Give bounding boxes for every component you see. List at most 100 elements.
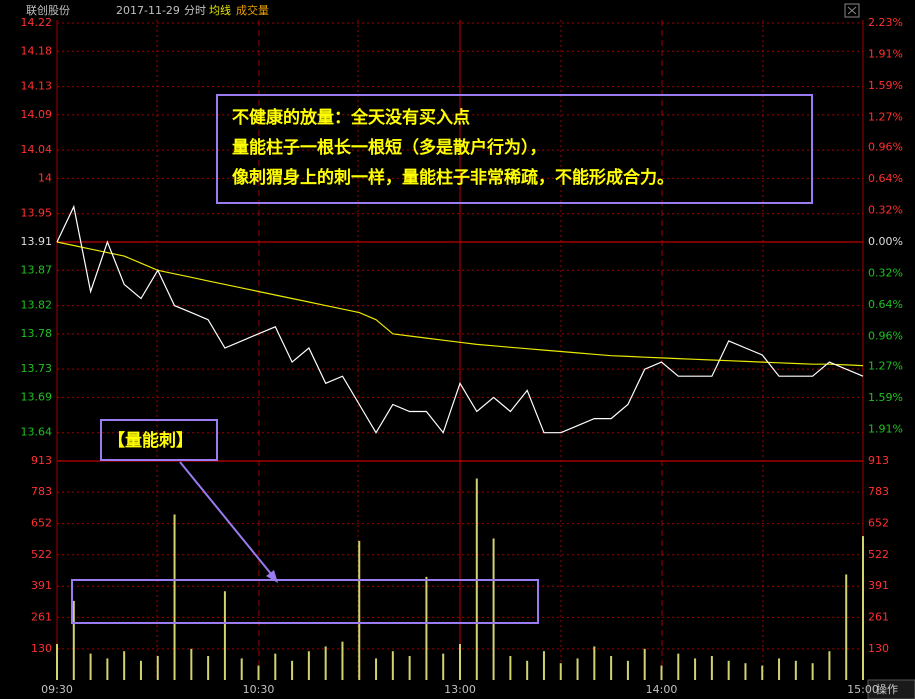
volume-bar bbox=[626, 660, 629, 680]
volume-bar bbox=[744, 663, 747, 680]
y-tick-label: 13.64 bbox=[21, 426, 53, 439]
volume-bar bbox=[593, 646, 596, 680]
y-tick-label: 14 bbox=[38, 171, 52, 184]
highlight-box bbox=[71, 579, 539, 624]
x-tick-label: 15:00 bbox=[847, 683, 879, 696]
volume-bar bbox=[106, 658, 109, 680]
volume-bar bbox=[828, 651, 831, 680]
label-box bbox=[100, 419, 218, 461]
y2-tick-label: 0.32% bbox=[868, 204, 903, 217]
volume-bar bbox=[156, 656, 159, 680]
volume-bar bbox=[811, 663, 814, 680]
action-button[interactable] bbox=[867, 679, 915, 699]
volume-bar bbox=[274, 653, 277, 680]
y2-tick-label: 1.59% bbox=[868, 391, 903, 404]
y-tick-label: 14.18 bbox=[21, 44, 53, 57]
volume-bar bbox=[307, 651, 310, 680]
volume-bar bbox=[643, 648, 646, 680]
volume-bar bbox=[341, 641, 344, 680]
vol-tick-label-right: 261 bbox=[868, 610, 889, 623]
vol-tick-label-right: 783 bbox=[868, 485, 889, 498]
y-tick-label: 13.95 bbox=[21, 207, 53, 220]
y2-tick-label: 1.27% bbox=[868, 360, 903, 373]
vol-tick-label-right: 130 bbox=[868, 642, 889, 655]
y-tick-label: 14.13 bbox=[21, 80, 53, 93]
vol-tick-label-right: 522 bbox=[868, 548, 889, 561]
price-line bbox=[56, 241, 864, 367]
y2-tick-label: 0.64% bbox=[868, 172, 903, 185]
legend-volume: 成交量 bbox=[236, 3, 269, 17]
y-tick-label: 13.87 bbox=[21, 263, 53, 276]
vol-tick-label-right: 652 bbox=[868, 517, 889, 530]
volume-bar bbox=[207, 656, 210, 680]
volume-bar bbox=[324, 646, 327, 680]
volume-bar bbox=[845, 574, 848, 680]
volume-bar bbox=[223, 591, 226, 680]
y-tick-label: 13.73 bbox=[21, 362, 53, 375]
vertical-grid bbox=[56, 20, 864, 680]
volume-bar bbox=[727, 660, 730, 680]
volume-bar bbox=[89, 653, 92, 680]
plot bbox=[56, 204, 864, 680]
close-button[interactable] bbox=[844, 3, 860, 18]
vol-tick-label: 391 bbox=[31, 579, 52, 592]
volume-bar bbox=[72, 600, 75, 680]
annotation: 像刺猬身上的刺一样，量能柱子非常稀疏，不能形成合力。 bbox=[232, 167, 674, 188]
x-tick-label: 09:30 bbox=[41, 683, 73, 696]
volume-bar bbox=[257, 665, 260, 680]
y2-tick-label: 1.91% bbox=[868, 47, 903, 60]
volume-bar bbox=[509, 656, 512, 680]
vol-tick-label: 522 bbox=[31, 548, 52, 561]
x-tick-label: 14:00 bbox=[646, 683, 678, 696]
volume-bar bbox=[610, 656, 613, 680]
annotation: 不健康的放量：全天没有买入点 bbox=[232, 107, 470, 128]
close-icon bbox=[847, 6, 857, 15]
y2-tick-label: 0.96% bbox=[868, 329, 903, 342]
volume-bar bbox=[139, 660, 142, 680]
volume-bar bbox=[576, 658, 579, 680]
volume-bar bbox=[408, 656, 411, 680]
volume-bar bbox=[56, 644, 58, 680]
volume-bar bbox=[862, 536, 864, 680]
volume-bar bbox=[442, 653, 445, 680]
volume-bar bbox=[694, 658, 697, 680]
price-line bbox=[56, 204, 864, 434]
legend-price: 分时 bbox=[184, 4, 206, 17]
x-tick-label: 10:30 bbox=[243, 683, 275, 696]
volume-bar bbox=[710, 656, 713, 680]
volume-bar bbox=[794, 660, 797, 680]
date: 2017-11-29 bbox=[116, 4, 180, 17]
vol-tick-label: 261 bbox=[31, 610, 52, 623]
stock-name: 联创股份 bbox=[26, 4, 70, 17]
y2-tick-label: 0.32% bbox=[868, 266, 903, 279]
y2-tick-label: 1.91% bbox=[868, 423, 903, 436]
y-tick-label: 13.91 bbox=[21, 235, 53, 248]
vol-tick-label-right: 391 bbox=[868, 579, 889, 592]
vol-tick-label: 913 bbox=[31, 454, 52, 467]
volume-bar bbox=[240, 658, 243, 680]
vol-tick-label: 130 bbox=[31, 642, 52, 655]
volume-bar bbox=[492, 538, 495, 680]
volume-bar bbox=[358, 540, 361, 680]
action-label: 操作 bbox=[876, 682, 898, 696]
volume-bar bbox=[542, 651, 545, 680]
arrow bbox=[179, 461, 277, 581]
volume-bar bbox=[173, 514, 176, 680]
volume-bar bbox=[660, 665, 663, 680]
volume-bar bbox=[291, 660, 294, 680]
volume-bar bbox=[459, 644, 461, 680]
y-tick-label: 13.82 bbox=[21, 299, 53, 312]
vol-tick-label: 783 bbox=[31, 485, 52, 498]
y2-tick-label: 2.23% bbox=[868, 16, 903, 29]
y2-tick-label: 0.96% bbox=[868, 141, 903, 154]
volume-bar bbox=[123, 651, 126, 680]
legend-avg: 均线 bbox=[209, 3, 231, 17]
annotation-box bbox=[216, 94, 813, 204]
volume-bar bbox=[375, 658, 378, 680]
volume-bar bbox=[778, 658, 781, 680]
y-tick-label: 13.69 bbox=[21, 390, 53, 403]
y2-tick-label: 0.00% bbox=[868, 235, 903, 248]
volume-bar bbox=[391, 651, 394, 680]
volume-bar bbox=[761, 665, 764, 680]
y2-tick-label: 0.64% bbox=[868, 298, 903, 311]
